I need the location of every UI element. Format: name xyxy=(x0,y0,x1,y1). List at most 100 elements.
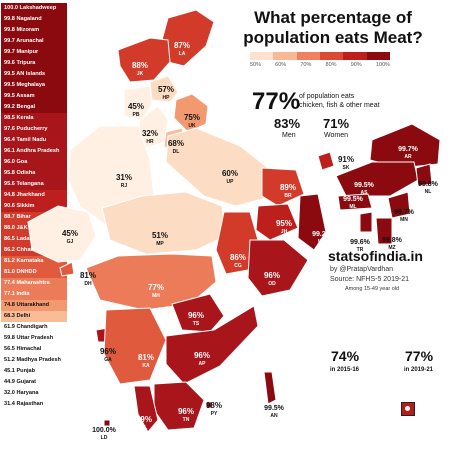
region-pct-label: 99.5% xyxy=(343,196,364,203)
ranking-row: 98.5 Kerala xyxy=(1,113,67,124)
region-code-label: GJ xyxy=(67,239,74,245)
ranking-row: 95.6 Telangana xyxy=(1,179,67,190)
region-code-label: RJ xyxy=(121,183,128,189)
region-code-label: HP xyxy=(163,95,171,101)
region-pct-label: 87% xyxy=(174,41,190,50)
region-nl xyxy=(415,163,433,187)
legend-swatch xyxy=(366,52,390,60)
ranking-row: 61.9 Chandigarh xyxy=(4,324,48,330)
region-ka xyxy=(103,307,167,385)
legend-swatch xyxy=(250,52,274,60)
region-pct-label: 31% xyxy=(116,173,132,182)
region-gj xyxy=(27,205,97,263)
region-code-label: ML xyxy=(349,204,356,210)
region-pct-label: 99.6% xyxy=(350,239,371,246)
region-ts xyxy=(171,293,225,333)
ranking-row: 74.8 Uttarakhand xyxy=(1,300,67,311)
region-code-label: KL xyxy=(141,425,148,431)
ranking-row: 99.2 Bengal xyxy=(1,102,67,113)
ranking-row: 100.0 Lakshadweep xyxy=(1,3,67,14)
legend-color-bar xyxy=(250,52,390,60)
ranking-row: 95.8 Odisha xyxy=(1,168,67,179)
ranking-row: 99.6 Tripura xyxy=(1,58,67,69)
ranking-row: 99.5 AN Islands xyxy=(1,69,67,80)
region-pct-label: 57% xyxy=(158,85,174,94)
ranking-row: 45.1 Punjab xyxy=(4,368,36,374)
region-pct-label: 60% xyxy=(222,169,238,178)
region-code-label: PY xyxy=(211,411,218,417)
headline-caption: of population eats chicken, fish & other… xyxy=(299,92,380,110)
region-up xyxy=(165,127,269,207)
legend-tick-label: 100% xyxy=(375,62,390,68)
ranking-row: 88.7 Bihar xyxy=(1,212,67,223)
region-pct-label: 81% xyxy=(138,353,154,362)
region-tn xyxy=(153,381,205,431)
brand-logo-icon xyxy=(401,402,415,416)
ranking-row: 32.0 Haryana xyxy=(4,390,39,396)
region-code-label: WB xyxy=(318,239,327,245)
title-line-2: population eats Meat? xyxy=(243,28,423,47)
region-code-label: MH xyxy=(152,293,160,299)
region-code-label: KA xyxy=(142,363,150,369)
region-pct-label: 81% xyxy=(80,271,96,280)
region-pct-label: 88% xyxy=(132,61,148,70)
region-mh xyxy=(85,253,217,311)
region-ml xyxy=(337,193,373,211)
ranking-row: 99.5 Assam xyxy=(1,91,67,102)
region-code-label: MN xyxy=(400,217,408,223)
region-ap xyxy=(165,305,259,385)
trend-2019-value: 77% xyxy=(405,348,434,364)
brand-name: statsofindia.in xyxy=(328,248,423,264)
region-code-label: HR xyxy=(146,139,154,145)
region-code-label: CG xyxy=(234,263,242,269)
legend-ticks: 50% 60% 70% 80% 90% 100% xyxy=(250,62,390,68)
region-pct-label: 32% xyxy=(142,129,158,138)
legend-tick-label: 60% xyxy=(275,62,287,68)
region-pb xyxy=(123,85,153,121)
region-pct-label: 89% xyxy=(280,183,296,192)
region-code-label: PB xyxy=(133,112,140,118)
ranking-row: 31.4 Rajasthan xyxy=(4,401,44,407)
ranking-row: 56.5 Himachal xyxy=(4,346,42,352)
byline: by @PratapVardhan xyxy=(330,266,394,273)
ranking-row: 77.1 India xyxy=(1,289,67,300)
region-jk xyxy=(117,37,171,83)
chart-title: What percentage of population eats Meat? xyxy=(228,8,438,48)
region-code-label: DL xyxy=(173,149,180,155)
region-mn xyxy=(387,191,411,219)
headline-caption-line-1: of population eats xyxy=(299,93,355,100)
region-code-label: JK xyxy=(137,71,144,77)
region-pct-label: 99.8% xyxy=(418,181,439,188)
region-pct-label: 77% xyxy=(148,283,164,292)
legend-swatch xyxy=(343,52,367,60)
region-kl xyxy=(133,385,159,433)
region-pct-label: 75% xyxy=(184,113,200,122)
men-value: 83% xyxy=(274,116,301,131)
region-dh xyxy=(59,261,75,277)
region-code-label: DH xyxy=(84,281,92,287)
region-pct-label: 99.5% xyxy=(264,405,285,412)
region-code-label: LD xyxy=(101,435,108,441)
region-pct-label: 45% xyxy=(128,102,144,111)
ranking-row: 99.5 Meghalaya xyxy=(1,80,67,91)
region-code-label: UK xyxy=(188,123,196,129)
headline-caption-line-2: chicken, fish & other meat xyxy=(299,102,380,109)
ranking-row: 94.8 Jharkhand xyxy=(1,190,67,201)
legend-tick-label: 50% xyxy=(250,62,262,68)
ranking-row: 77.4 Maharashtra xyxy=(1,278,67,289)
region-code-label: SK xyxy=(343,165,350,171)
region-code-label: LA xyxy=(179,51,186,57)
legend-tick-label: 90% xyxy=(350,62,362,68)
region-py xyxy=(205,401,213,409)
legend-swatch xyxy=(296,52,320,60)
region-code-label: TR xyxy=(357,247,364,253)
region-code-label: MZ xyxy=(388,245,395,251)
region-code-label: GA xyxy=(104,357,112,363)
women-label: Women xyxy=(324,132,348,139)
region-pct-label: 99.7% xyxy=(398,146,419,153)
region-pct-label: 51% xyxy=(152,231,168,240)
region-code-label: TS xyxy=(193,321,200,327)
region-pct-label: 96% xyxy=(194,351,210,360)
